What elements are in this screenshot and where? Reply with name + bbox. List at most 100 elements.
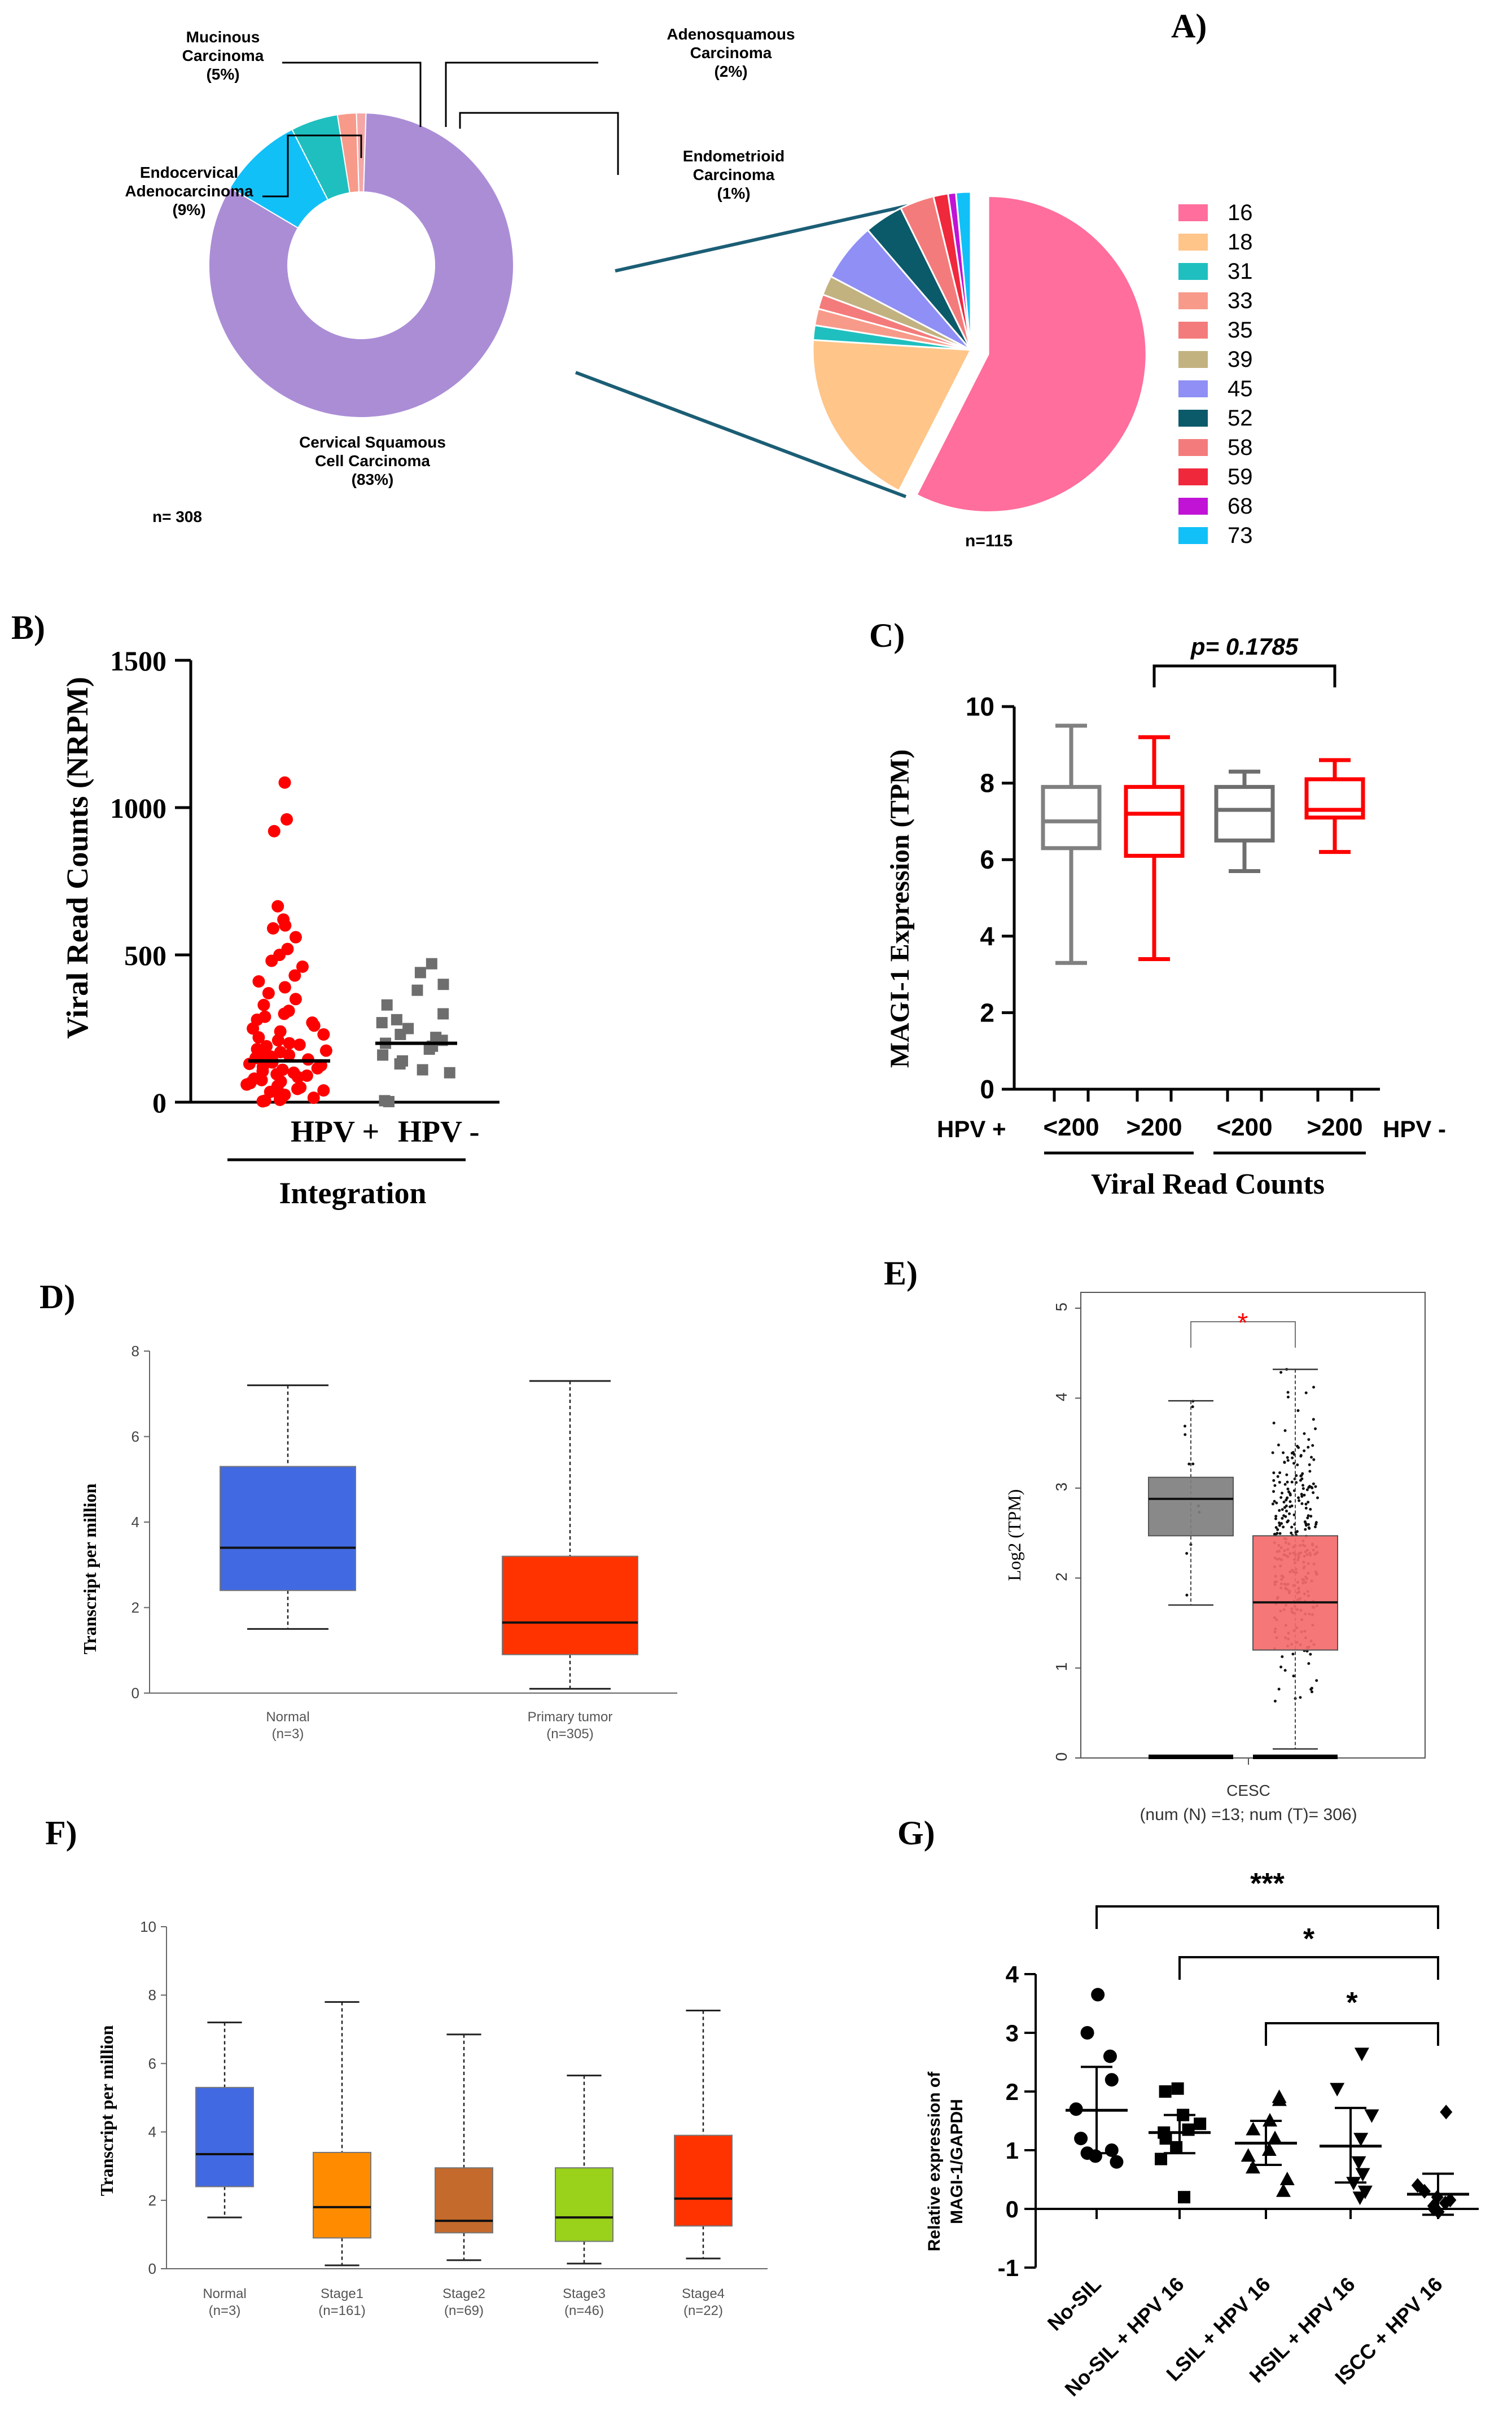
e-jitter-point-tumor [1272, 1421, 1276, 1424]
legend-swatch-hpv-73 [1178, 527, 1208, 544]
e-jitter-point-tumor [1275, 1501, 1278, 1505]
e-jitter-point-tumor [1315, 1679, 1318, 1682]
donut-slice-cervical-squamous-cell-carcinoma [208, 112, 514, 418]
g-point [1194, 2117, 1207, 2130]
c-y-tick-label: 0 [980, 1075, 994, 1104]
g-point [1246, 2121, 1261, 2136]
e-jitter-point-tumor [1307, 1523, 1310, 1526]
c-group-hpv-neg: HPV - [1383, 1116, 1446, 1142]
e-jitter-point-tumor [1286, 1459, 1290, 1462]
f-x-count: (n=46) [564, 2303, 604, 2318]
g-point [1440, 2104, 1453, 2120]
hpv-type-pie-chart [812, 191, 1147, 513]
e-y-tick-label: 4 [1053, 1392, 1070, 1401]
zoom-link-bottom [575, 371, 907, 498]
g-point [1439, 2195, 1452, 2211]
b-y-tick-label: 500 [124, 940, 166, 971]
legend-swatch-hpv-31 [1178, 263, 1208, 280]
e-jitter-point-tumor [1276, 1532, 1279, 1535]
b-point-hpv-pos [256, 1095, 269, 1108]
e-jitter-point-tumor [1311, 1487, 1314, 1490]
e-jitter-point-tumor [1299, 1454, 1303, 1457]
e-jitter-point-tumor [1292, 1674, 1295, 1678]
e-jitter-point-tumor [1281, 1655, 1284, 1658]
e-jitter-point-tumor [1300, 1494, 1304, 1498]
f-box [195, 2086, 254, 2187]
e-jitter-point-tumor [1296, 1463, 1299, 1467]
e-jitter-point-tumor [1307, 1662, 1311, 1665]
d-y-tick-label: 0 [132, 1685, 139, 1702]
d-y-tick-label: 6 [132, 1428, 139, 1445]
e-jitter-point-tumor [1309, 1652, 1312, 1656]
b-point-hpv-pos [262, 986, 275, 999]
e-jitter-point-tumor [1278, 1509, 1281, 1512]
b-point-hpv-neg [394, 1058, 406, 1070]
legend-swatch-hpv-16 [1178, 204, 1208, 221]
b-x-axis-label: Integration [279, 1176, 427, 1210]
g-point [1105, 2143, 1119, 2157]
label-mucinous-pct: (5%) [206, 65, 239, 83]
e-jitter-point-tumor [1296, 1409, 1300, 1413]
e-jitter-point-tumor [1285, 1473, 1289, 1476]
e-jitter-point-tumor [1279, 1496, 1283, 1500]
label-endometrioid-pct: (1%) [717, 185, 750, 202]
c-x-category: <200 [1043, 1113, 1099, 1141]
g-y-axis-label-2: MAGI-1/GAPDH [948, 2099, 966, 2224]
b-point-hpv-neg [437, 979, 449, 990]
e-jitter-point-tumor [1283, 1461, 1286, 1464]
e-jitter-point-tumor [1304, 1506, 1308, 1510]
e-jitter-point-tumor [1292, 1462, 1296, 1465]
f-box [555, 2167, 613, 2242]
label-adenosquamous-1: Adenosquamous [667, 25, 795, 43]
c-group-hpv-pos: HPV + [937, 1116, 1006, 1142]
e-jitter-point-tumor [1292, 1513, 1296, 1516]
f-x-count: (n=69) [444, 2303, 484, 2318]
legend-swatch-hpv-39 [1178, 351, 1208, 368]
e-x-axis-label: CESC [1226, 1782, 1270, 1799]
f-y-tick-label: 8 [148, 1987, 156, 2003]
e-jitter-point-tumor [1271, 1502, 1274, 1506]
e-jitter-point-tumor [1314, 1427, 1317, 1431]
e-jitter-point-tumor [1309, 1507, 1312, 1511]
g-point [1245, 2160, 1260, 2174]
b-x-category-hpv-pos: HPV + [291, 1115, 379, 1148]
e-jitter-point-tumor [1281, 1492, 1284, 1495]
e-jitter-point-tumor [1283, 1483, 1287, 1486]
e-jitter-point-normal [1183, 1424, 1186, 1428]
legend-label-hpv-59: 59 [1228, 464, 1253, 489]
b-point-hpv-pos [268, 825, 281, 838]
g-y-tick-label: 2 [1006, 2079, 1019, 2105]
e-jitter-point-tumor [1273, 1500, 1276, 1503]
legend-swatch-hpv-58 [1178, 439, 1208, 456]
leader-endocervical [262, 134, 362, 198]
e-jitter-point-tumor [1310, 1455, 1313, 1459]
panel-label-c: C) [869, 617, 905, 654]
f-x-count: (n=161) [318, 2303, 365, 2318]
e-jitter-point-tumor [1306, 1516, 1309, 1520]
panel-label-e: E) [884, 1255, 918, 1292]
f-box [313, 2151, 371, 2239]
b-point-hpv-neg [411, 984, 423, 996]
b-point-hpv-pos [283, 1037, 296, 1050]
g-points [1066, 1988, 1469, 2220]
b-point-hpv-neg [376, 1017, 388, 1029]
label-cscc-pct: (83%) [352, 471, 394, 488]
panel-label-g: G) [897, 1814, 935, 1852]
e-jitter-point-tumor [1299, 1696, 1302, 1699]
b-point-hpv-neg [391, 1014, 402, 1025]
e-jitter-point-tumor [1289, 1505, 1292, 1509]
b-point-hpv-pos [279, 919, 292, 932]
e-baseline-bar [1253, 1755, 1338, 1759]
e-jitter-point-tumor [1283, 1669, 1287, 1672]
f-x-count: (n=22) [683, 2303, 723, 2318]
b-point-hpv-pos [252, 1031, 265, 1044]
d-boxes [220, 1380, 638, 1690]
b-point-hpv-neg [417, 1064, 428, 1076]
e-jitter-point-normal [1184, 1433, 1187, 1436]
g-point [1276, 2183, 1291, 2197]
d-box [220, 1466, 356, 1591]
g-point [1091, 1988, 1105, 2002]
f-boxes [195, 2001, 733, 2266]
b-point-hpv-pos [289, 993, 302, 1006]
b-y-axis-label: Viral Read Counts (NRPM) [60, 677, 94, 1038]
